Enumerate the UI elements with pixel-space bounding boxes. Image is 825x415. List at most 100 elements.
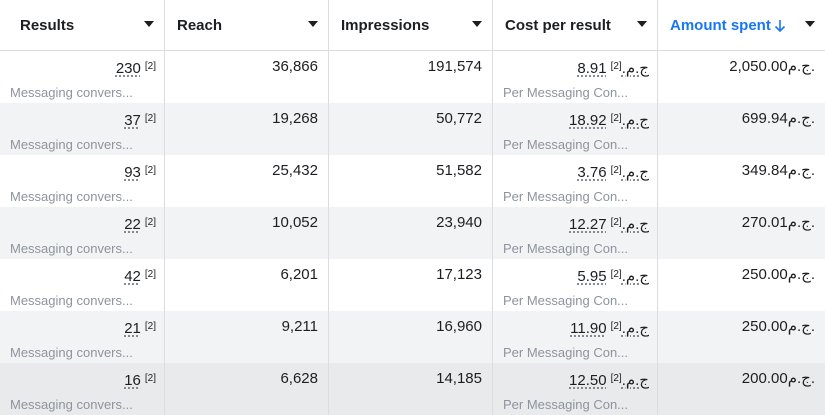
footnote-marker: [2] <box>144 321 156 332</box>
cost-type-label: Per Messaging Con... <box>503 137 629 152</box>
cell-amount-spent: 2,050.00ج.م. <box>658 51 825 103</box>
results-value[interactable]: 37 <box>124 112 141 129</box>
cell-reach: 25,432 <box>165 155 329 207</box>
table-row: 21 [2] Messaging convers... 9,211 16,960 11.9… <box>0 311 825 363</box>
cost-value-link[interactable]: 8.91 ج.م. <box>577 60 649 77</box>
column-header-amount-spent[interactable]: Amount spent <box>658 0 825 51</box>
footnote-marker: [2] <box>610 269 622 280</box>
footnote-marker: [2] <box>610 113 622 124</box>
cost-value-link[interactable]: 12.50 ج.م. <box>569 372 649 389</box>
results-value[interactable]: 93 <box>124 164 141 181</box>
caret-down-icon[interactable] <box>637 21 647 27</box>
amount-spent-value: 270.01ج.م. <box>668 214 817 232</box>
cell-impressions: 50,772 <box>329 103 493 155</box>
table-body: 230 [2] Messaging convers... 36,866 191,574 8… <box>0 51 825 415</box>
impressions-value: 17,123 <box>436 266 482 283</box>
cost-type-label: Per Messaging Con... <box>503 345 629 360</box>
impressions-value: 191,574 <box>427 58 482 75</box>
footnote-marker: [2] <box>144 373 156 384</box>
cell-amount-spent: 250.00ج.م. <box>658 311 825 363</box>
amount-value: 250.00 <box>741 266 788 283</box>
cell-cost-per-result: 18.92 ج.م.[2] Per Messaging Con... <box>493 103 658 155</box>
results-value[interactable]: 230 <box>115 60 141 77</box>
results-value[interactable]: 16 <box>124 372 141 389</box>
column-header-impressions[interactable]: Impressions <box>329 0 493 51</box>
cell-amount-spent: 200.00ج.م. <box>658 363 825 415</box>
table-row: 42 [2] Messaging convers... 6,201 17,123 5.95… <box>0 259 825 311</box>
table-row: 22 [2] Messaging convers... 10,052 23,940 12.… <box>0 207 825 259</box>
table-header: Results Reach Impressions Cost per resul… <box>0 0 825 51</box>
result-type-label: Messaging convers... <box>10 85 133 100</box>
currency-symbol: ج.م. <box>787 266 815 283</box>
cell-cost-per-result: 3.76 ج.م.[2] Per Messaging Con... <box>493 155 658 207</box>
reach-value: 36,866 <box>272 58 318 75</box>
footnote-marker: [2] <box>144 269 156 280</box>
currency-symbol: ج.م. <box>621 164 649 181</box>
cell-reach: 10,052 <box>165 207 329 259</box>
caret-down-icon[interactable] <box>805 21 815 27</box>
currency-symbol: ج.م. <box>621 112 649 129</box>
cell-reach: 19,268 <box>165 103 329 155</box>
cost-value-link[interactable]: 11.90 ج.م. <box>570 320 649 337</box>
amount-value: 699.94 <box>741 110 788 127</box>
amount-spent-value: 250.00ج.م. <box>668 266 817 284</box>
cell-results: 16 [2] Messaging convers... <box>0 363 165 415</box>
cost-value: 12.27 <box>569 216 607 233</box>
caret-down-icon[interactable] <box>144 21 154 27</box>
cell-amount-spent: 270.01ج.م. <box>658 207 825 259</box>
amount-value: 270.01 <box>741 214 788 231</box>
cost-type-label: Per Messaging Con... <box>503 189 629 204</box>
cell-impressions: 51,582 <box>329 155 493 207</box>
reach-value: 9,211 <box>281 318 318 335</box>
result-type-label: Messaging convers... <box>10 293 133 308</box>
cell-amount-spent: 699.94ج.م. <box>658 103 825 155</box>
footnote-marker: [2] <box>610 165 622 176</box>
footnote-marker: [2] <box>610 373 622 384</box>
cost-value-link[interactable]: 5.95 ج.م. <box>577 268 649 285</box>
cost-value: 3.76 <box>577 164 607 181</box>
cost-type-label: Per Messaging Con... <box>503 397 629 412</box>
cell-cost-per-result: 12.27 ج.م.[2] Per Messaging Con... <box>493 207 658 259</box>
results-value[interactable]: 21 <box>124 320 141 337</box>
result-type-label: Messaging convers... <box>10 241 133 256</box>
footnote-marker: [2] <box>144 61 156 72</box>
cell-results: 93 [2] Messaging convers... <box>0 155 165 207</box>
cost-value-link[interactable]: 3.76 ج.م. <box>577 164 649 181</box>
currency-symbol: ج.م. <box>787 318 815 335</box>
column-header-results[interactable]: Results <box>0 0 165 51</box>
amount-spent-value: 200.00ج.م. <box>668 370 817 388</box>
results-value[interactable]: 22 <box>124 216 141 233</box>
currency-symbol: ج.م. <box>787 370 815 387</box>
cost-type-label: Per Messaging Con... <box>503 293 629 308</box>
caret-down-icon[interactable] <box>308 21 318 27</box>
cost-value-link[interactable]: 12.27 ج.م. <box>569 216 649 233</box>
amount-spent-value: 250.00ج.م. <box>668 318 817 336</box>
footnote-marker: [2] <box>610 217 622 228</box>
cell-results: 21 [2] Messaging convers... <box>0 311 165 363</box>
column-header-cost-per-result[interactable]: Cost per result <box>493 0 658 51</box>
cell-impressions: 17,123 <box>329 259 493 311</box>
cell-cost-per-result: 5.95 ج.م.[2] Per Messaging Con... <box>493 259 658 311</box>
cell-cost-per-result: 8.91 ج.م.[2] Per Messaging Con... <box>493 51 658 103</box>
cell-amount-spent: 250.00ج.م. <box>658 259 825 311</box>
cell-reach: 6,628 <box>165 363 329 415</box>
result-type-label: Messaging convers... <box>10 397 133 412</box>
result-type-label: Messaging convers... <box>10 137 133 152</box>
results-value[interactable]: 42 <box>124 268 141 285</box>
reach-value: 10,052 <box>272 214 318 231</box>
column-label: Reach <box>177 17 223 34</box>
impressions-value: 14,185 <box>436 370 482 387</box>
impressions-value: 23,940 <box>436 214 482 231</box>
column-label: Cost per result <box>505 17 611 34</box>
cell-results: 37 [2] Messaging convers... <box>0 103 165 155</box>
sort-descending-arrow-icon[interactable] <box>774 19 786 33</box>
table-row: 16 [2] Messaging convers... 6,628 14,185 12.5… <box>0 363 825 415</box>
column-header-reach[interactable]: Reach <box>165 0 329 51</box>
reach-value: 6,201 <box>280 266 318 283</box>
cost-value-link[interactable]: 18.92 ج.م. <box>569 112 649 129</box>
amount-value: 349.84 <box>741 162 788 179</box>
column-label: Impressions <box>341 17 430 34</box>
cost-value: 12.50 <box>569 372 607 389</box>
caret-down-icon[interactable] <box>472 21 482 27</box>
cell-impressions: 16,960 <box>329 311 493 363</box>
